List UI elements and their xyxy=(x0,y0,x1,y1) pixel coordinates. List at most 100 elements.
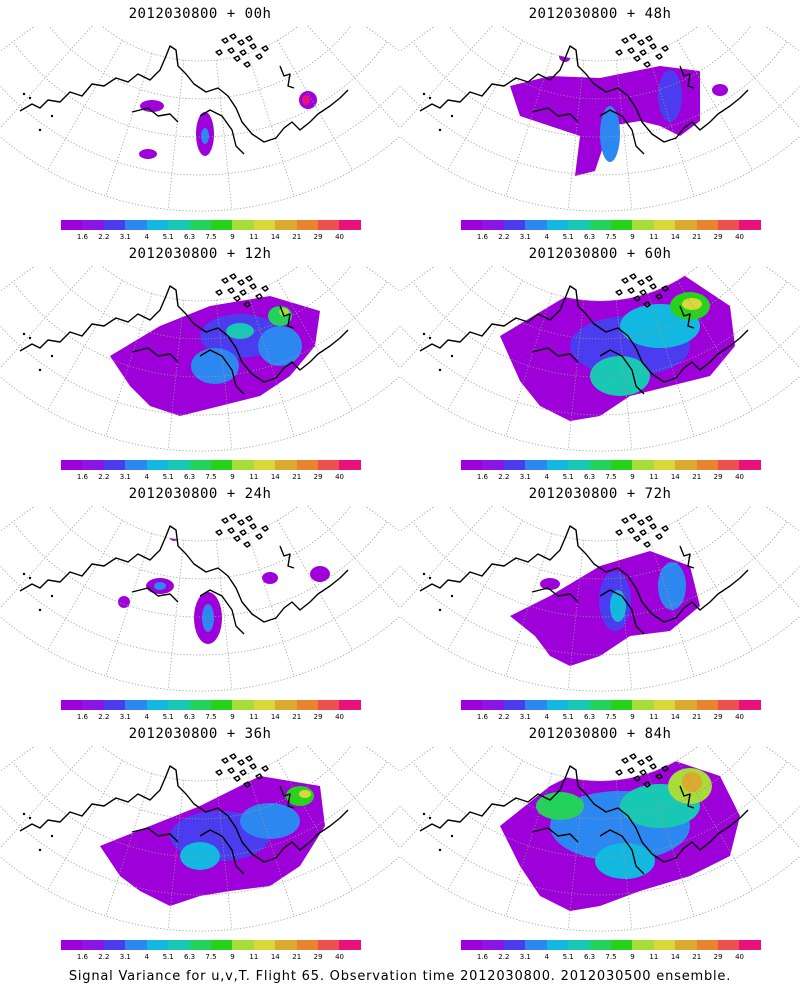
colorbar-swatch xyxy=(461,220,483,230)
island xyxy=(50,834,54,838)
colorbar-swatch xyxy=(275,940,297,950)
island xyxy=(661,525,669,532)
island xyxy=(643,61,651,68)
latitude-line xyxy=(0,805,400,896)
colorbar-swatch xyxy=(503,700,526,710)
latitude-line xyxy=(101,266,299,302)
colorbar-swatch xyxy=(675,460,697,470)
island xyxy=(621,757,629,764)
island xyxy=(633,295,641,302)
colorbar-swatch xyxy=(718,220,740,230)
variance-field xyxy=(100,776,325,906)
meridian-line xyxy=(247,53,295,197)
variance-map xyxy=(0,506,400,692)
island xyxy=(428,96,432,100)
meridian-line xyxy=(447,40,523,171)
meridian-line xyxy=(167,300,185,450)
meridian-line xyxy=(615,300,633,450)
colorbar xyxy=(461,940,761,950)
island xyxy=(245,35,253,42)
graticule xyxy=(400,266,800,452)
colorbar-swatch xyxy=(168,220,190,230)
island xyxy=(438,128,442,132)
coastline-segment xyxy=(199,349,245,395)
colorbar-tick-label: 11 xyxy=(649,953,659,961)
colorbar-swatch xyxy=(461,460,483,470)
colorbar-swatch xyxy=(632,220,654,230)
coastline xyxy=(419,33,749,155)
island xyxy=(615,529,623,536)
island xyxy=(50,354,54,358)
colorbar-tick-label: 3.1 xyxy=(119,233,131,241)
colorbar-swatch xyxy=(525,940,547,950)
colorbar-swatch xyxy=(125,700,147,710)
colorbar-labels: 1.6 2.2 3.1 4 5.1 6.3 7.5 9 11 14 21 29 40 xyxy=(461,713,761,723)
colorbar-tick-label: 2.2 xyxy=(498,473,510,481)
latitude-line xyxy=(12,281,388,378)
meridian-line xyxy=(677,280,753,411)
variance-contour xyxy=(299,790,311,798)
island xyxy=(22,332,26,336)
island xyxy=(637,759,645,766)
variance-map xyxy=(0,266,400,452)
island xyxy=(643,781,651,788)
colorbar-tick-label: 7.5 xyxy=(205,953,217,961)
meridian-line xyxy=(167,60,185,210)
colorbar-tick-label: 1.6 xyxy=(76,233,88,241)
colorbar-swatch xyxy=(675,940,697,950)
island xyxy=(237,39,245,46)
latitude-line xyxy=(12,41,388,138)
map-panel-84h: 2012030800 + 84h 1.6 2.2 3.1 4 5.1 6.3 7.5 9 11 1… xyxy=(400,720,800,961)
colorbar-tick-label: 14 xyxy=(670,473,680,481)
colorbar-tick-label: 40 xyxy=(735,233,745,241)
colorbar-tick-label: 21 xyxy=(292,473,302,481)
latitude-line xyxy=(0,85,400,176)
colorbar-tick-label: 1.6 xyxy=(76,953,88,961)
colorbar-tick-label: 11 xyxy=(649,473,659,481)
colorbar-swatch xyxy=(318,940,340,950)
meridian-line xyxy=(47,520,123,651)
colorbar-swatch xyxy=(718,460,740,470)
colorbar-tick-label: 7.5 xyxy=(605,713,617,721)
colorbar-swatch xyxy=(653,700,676,710)
colorbar-tick-label: 9 xyxy=(630,473,635,481)
colorbar-tick-label: 3.1 xyxy=(119,473,131,481)
island xyxy=(239,49,247,56)
island xyxy=(245,515,253,522)
island xyxy=(261,765,269,772)
meridian-line xyxy=(277,280,353,411)
island xyxy=(450,354,454,358)
colorbar-tick-label: 9 xyxy=(230,473,235,481)
panel-title: 2012030800 + 60h xyxy=(528,246,672,262)
island xyxy=(645,35,653,42)
meridian-line xyxy=(0,746,36,772)
colorbar-tick-label: 40 xyxy=(335,953,345,961)
meridian-line xyxy=(707,26,800,129)
meridian-line xyxy=(400,746,493,849)
colorbar-swatch xyxy=(168,460,190,470)
island xyxy=(428,336,432,340)
island xyxy=(229,753,237,760)
island xyxy=(249,43,257,50)
panel-title: 2012030800 + 72h xyxy=(528,486,672,502)
panel-title: 2012030800 + 24h xyxy=(128,486,272,502)
island xyxy=(233,55,241,62)
meridian-line xyxy=(364,746,400,772)
colorbar-swatch xyxy=(739,220,761,230)
island xyxy=(637,279,645,286)
latitude-line xyxy=(501,266,699,302)
island xyxy=(450,594,454,598)
colorbar-swatch xyxy=(739,940,761,950)
colorbar-tick-label: 1.6 xyxy=(476,473,488,481)
latitude-line xyxy=(412,281,788,378)
colorbar-tick-label: 4 xyxy=(544,473,549,481)
island xyxy=(643,541,651,548)
colorbar xyxy=(61,700,361,710)
coastline-segment xyxy=(131,347,179,363)
island xyxy=(245,275,253,282)
coastline-segment xyxy=(531,107,579,123)
colorbar-swatch xyxy=(739,460,761,470)
colorbar-swatch xyxy=(82,220,104,230)
latitude-line xyxy=(501,506,699,542)
colorbar-tick-label: 2.2 xyxy=(98,473,110,481)
